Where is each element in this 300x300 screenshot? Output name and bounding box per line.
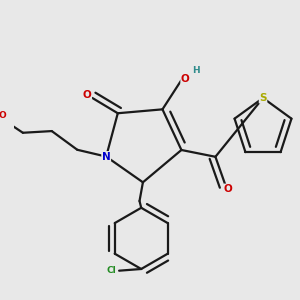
Text: S: S [259, 93, 267, 103]
Text: H: H [192, 66, 199, 75]
Text: O: O [0, 111, 6, 120]
Text: N: N [102, 152, 110, 162]
Text: O: O [181, 74, 190, 84]
Text: O: O [83, 90, 92, 100]
Text: Cl: Cl [107, 266, 116, 275]
Text: O: O [224, 184, 233, 194]
